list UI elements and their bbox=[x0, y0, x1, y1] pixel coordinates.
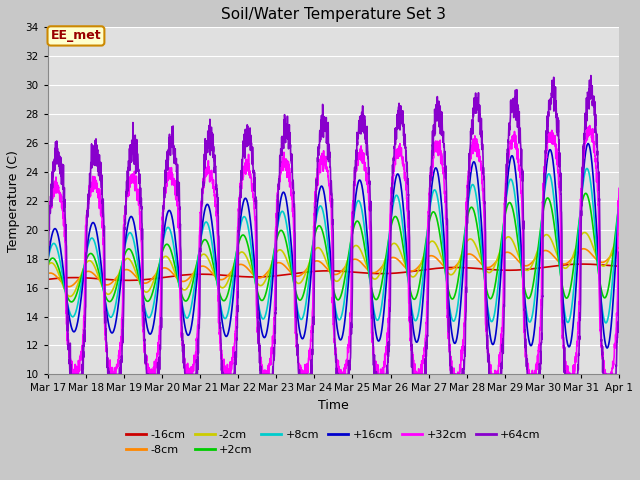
+64cm bbox=[604, 372, 612, 377]
-2cm bbox=[66, 294, 74, 300]
-8cm bbox=[109, 278, 117, 284]
-8cm bbox=[615, 245, 623, 251]
-8cm bbox=[263, 270, 271, 276]
+8cm bbox=[44, 257, 52, 263]
+2cm bbox=[263, 286, 271, 292]
-2cm bbox=[580, 229, 588, 235]
+8cm bbox=[109, 312, 116, 318]
+8cm bbox=[143, 312, 150, 318]
-16cm bbox=[543, 264, 550, 270]
-16cm bbox=[109, 277, 116, 283]
Text: EE_met: EE_met bbox=[51, 29, 101, 42]
+32cm bbox=[288, 196, 296, 202]
+2cm bbox=[615, 202, 623, 207]
+8cm bbox=[604, 314, 612, 320]
Line: +32cm: +32cm bbox=[48, 126, 619, 374]
-8cm bbox=[44, 271, 52, 276]
-8cm bbox=[288, 271, 296, 276]
+32cm bbox=[615, 186, 623, 192]
+8cm bbox=[583, 166, 591, 171]
+64cm bbox=[67, 372, 75, 377]
+32cm bbox=[143, 366, 151, 372]
+16cm bbox=[615, 200, 623, 205]
-2cm bbox=[543, 232, 550, 238]
+64cm bbox=[543, 141, 550, 146]
+16cm bbox=[288, 246, 296, 252]
+16cm bbox=[604, 344, 612, 349]
+32cm bbox=[68, 372, 76, 377]
Line: -2cm: -2cm bbox=[48, 232, 619, 297]
+2cm bbox=[68, 299, 76, 305]
+32cm bbox=[604, 372, 612, 377]
+8cm bbox=[615, 196, 623, 202]
+32cm bbox=[543, 155, 550, 161]
-2cm bbox=[44, 263, 52, 269]
Line: +16cm: +16cm bbox=[48, 144, 619, 348]
+32cm bbox=[586, 123, 593, 129]
+2cm bbox=[143, 298, 151, 304]
Legend: -16cm, -8cm, -2cm, +2cm, +8cm, +16cm, +32cm, +64cm: -16cm, -8cm, -2cm, +2cm, +8cm, +16cm, +3… bbox=[122, 425, 545, 459]
-2cm bbox=[615, 230, 623, 236]
Y-axis label: Temperature (C): Temperature (C) bbox=[7, 150, 20, 252]
+32cm bbox=[44, 221, 52, 227]
+16cm bbox=[143, 323, 150, 328]
+8cm bbox=[263, 307, 271, 312]
Line: -8cm: -8cm bbox=[48, 248, 619, 287]
-8cm bbox=[143, 280, 151, 286]
+64cm bbox=[587, 72, 595, 78]
Line: +2cm: +2cm bbox=[48, 193, 619, 302]
-16cm bbox=[579, 261, 586, 267]
+64cm bbox=[109, 372, 117, 377]
+32cm bbox=[109, 372, 117, 377]
-8cm bbox=[604, 256, 612, 262]
Title: Soil/Water Temperature Set 3: Soil/Water Temperature Set 3 bbox=[221, 7, 446, 22]
+64cm bbox=[143, 371, 151, 377]
+2cm bbox=[288, 269, 296, 275]
-2cm bbox=[263, 274, 271, 279]
Line: +8cm: +8cm bbox=[48, 168, 619, 323]
+8cm bbox=[543, 178, 550, 183]
-16cm bbox=[143, 276, 151, 282]
+32cm bbox=[263, 372, 271, 377]
+64cm bbox=[44, 266, 52, 272]
+8cm bbox=[288, 261, 296, 267]
+16cm bbox=[584, 141, 592, 146]
-2cm bbox=[143, 289, 151, 295]
+2cm bbox=[582, 191, 589, 196]
+2cm bbox=[44, 262, 52, 268]
+64cm bbox=[288, 151, 296, 157]
-8cm bbox=[543, 248, 550, 253]
-16cm bbox=[44, 276, 52, 282]
+16cm bbox=[109, 329, 116, 335]
+8cm bbox=[602, 320, 610, 326]
+2cm bbox=[109, 295, 117, 300]
-16cm bbox=[288, 271, 296, 277]
+2cm bbox=[604, 286, 612, 292]
+16cm bbox=[604, 345, 611, 351]
+2cm bbox=[543, 196, 550, 202]
Line: +64cm: +64cm bbox=[48, 75, 619, 374]
-2cm bbox=[288, 271, 296, 276]
-16cm bbox=[124, 277, 132, 283]
-2cm bbox=[604, 258, 612, 264]
-8cm bbox=[65, 284, 73, 289]
-2cm bbox=[109, 286, 117, 292]
X-axis label: Time: Time bbox=[318, 399, 349, 412]
-16cm bbox=[615, 264, 623, 269]
+16cm bbox=[263, 329, 271, 335]
-16cm bbox=[263, 274, 271, 279]
-16cm bbox=[604, 263, 612, 268]
+16cm bbox=[44, 258, 52, 264]
+64cm bbox=[615, 250, 623, 255]
Line: -16cm: -16cm bbox=[48, 264, 619, 280]
+16cm bbox=[543, 165, 550, 171]
+64cm bbox=[263, 372, 271, 377]
